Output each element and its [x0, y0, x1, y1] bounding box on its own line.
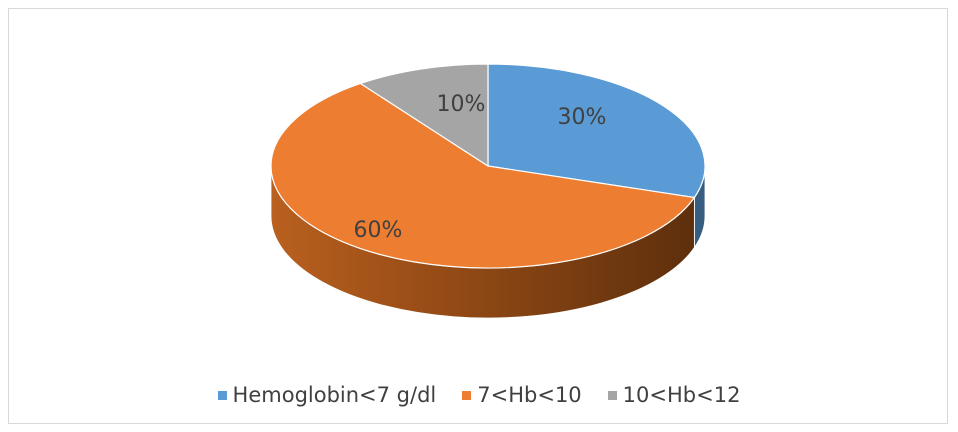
pie-data-labels: 30% 60% 10%: [354, 92, 607, 243]
legend-item-2: 7<Hb<10: [462, 383, 582, 407]
legend-item-1: Hemoglobin<7 g/dl: [217, 383, 437, 407]
data-label-slice-2: 60%: [354, 218, 403, 243]
pie-slice-1: [487, 63, 706, 199]
legend-label-2: 7<Hb<10: [477, 383, 582, 407]
data-label-slice-3: 10%: [437, 92, 486, 117]
pie-slice-2: [270, 82, 696, 269]
legend-item-3: 10<Hb<12: [607, 383, 741, 407]
legend: Hemoglobin<7 g/dl 7<Hb<10 10<Hb<12: [0, 383, 958, 407]
legend-label-1: Hemoglobin<7 g/dl: [232, 383, 437, 407]
pie-side-faces: [270, 165, 706, 319]
legend-swatch-2: [462, 390, 472, 400]
pie-top-faces: [270, 63, 706, 269]
legend-label-3: 10<Hb<12: [622, 383, 741, 407]
legend-swatch-1: [217, 390, 227, 400]
pie-slice-3: [359, 63, 489, 168]
legend-swatch-3: [607, 390, 617, 400]
data-label-slice-1: 30%: [558, 105, 607, 130]
